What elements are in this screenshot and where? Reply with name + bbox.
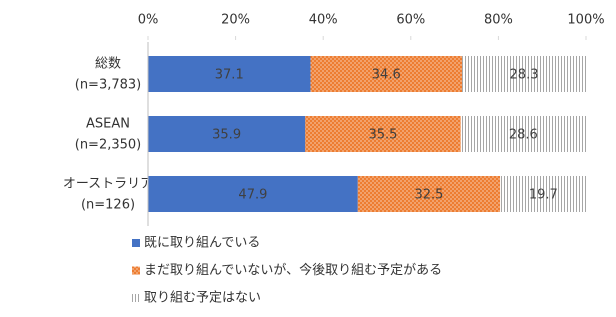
value-label: 47.9 bbox=[238, 188, 267, 203]
category-label: 総数 bbox=[95, 57, 121, 72]
x-tick-label: 100% bbox=[567, 13, 604, 28]
x-tick-label: 40% bbox=[309, 13, 338, 28]
category-label: (n=3,783) bbox=[75, 78, 142, 93]
bar-segment bbox=[460, 116, 586, 152]
category-label: (n=2,350) bbox=[75, 138, 142, 153]
legend-label: まだ取り組んでいないが、今後取り組む予定がある bbox=[144, 262, 442, 278]
x-tick-label: 0% bbox=[138, 13, 159, 28]
value-label: 28.3 bbox=[510, 68, 539, 83]
x-tick-label: 60% bbox=[396, 13, 425, 28]
legend-swatch bbox=[132, 294, 140, 302]
category-label: オーストラリア bbox=[63, 177, 153, 192]
value-label: 37.1 bbox=[215, 68, 244, 83]
legend-label: 既に取り組んでいる bbox=[144, 236, 260, 251]
bar-segment bbox=[310, 56, 463, 92]
x-tick-label: 80% bbox=[484, 13, 513, 28]
legend-swatch bbox=[132, 266, 140, 275]
bar-segment bbox=[357, 176, 501, 212]
bar-segment bbox=[148, 116, 306, 152]
x-tick-label: 20% bbox=[221, 13, 250, 28]
value-label: 35.9 bbox=[212, 128, 241, 143]
category-label: ASEAN bbox=[86, 117, 130, 132]
bar-segment bbox=[500, 176, 587, 212]
legend-swatch bbox=[132, 239, 140, 247]
legend-label: 取り組む予定はない bbox=[144, 291, 261, 306]
bar-segment bbox=[148, 176, 358, 212]
bar-segment bbox=[462, 56, 586, 92]
value-label: 34.6 bbox=[372, 68, 401, 83]
category-label: (n=126) bbox=[81, 198, 135, 213]
bar-segment bbox=[148, 56, 311, 92]
value-label: 32.5 bbox=[415, 188, 444, 203]
value-label: 28.6 bbox=[509, 128, 538, 143]
value-label: 19.7 bbox=[529, 188, 558, 203]
value-label: 35.5 bbox=[369, 128, 398, 143]
bar-segment bbox=[305, 116, 461, 152]
